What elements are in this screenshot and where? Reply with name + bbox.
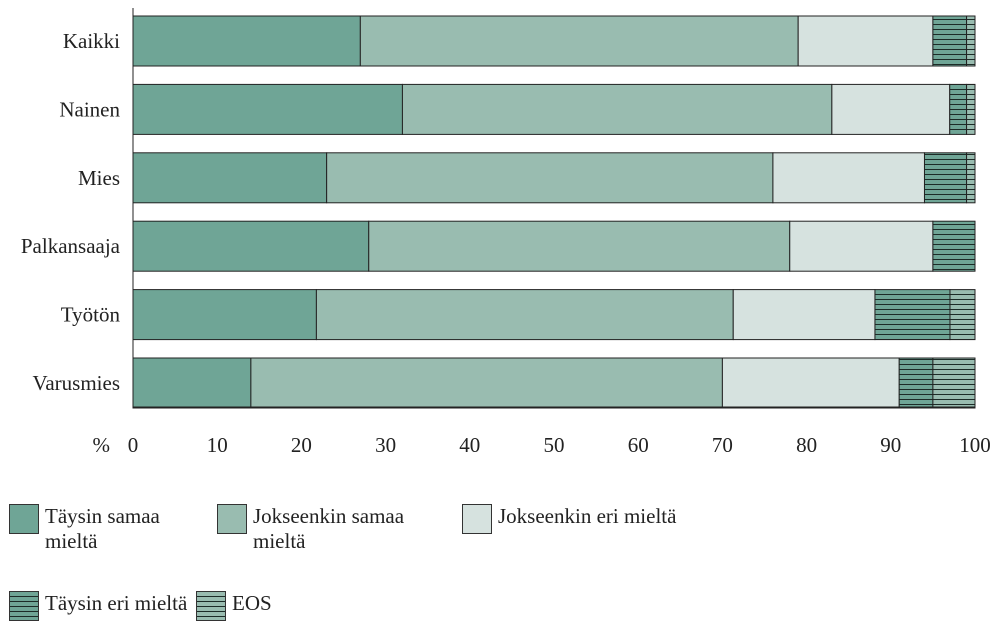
x-tick-label: 70 xyxy=(712,433,733,457)
legend-swatch xyxy=(462,504,492,534)
x-tick-label: 10 xyxy=(207,433,228,457)
legend-swatch xyxy=(196,591,226,621)
legend-item: Jokseenkin samaa mieltä xyxy=(217,504,417,554)
category-label: Palkansaaja xyxy=(21,234,121,258)
x-tick-label: 40 xyxy=(459,433,480,457)
legend-label: Jokseenkin eri mieltä xyxy=(498,504,677,528)
bar-segment-työtön-1 xyxy=(315,289,734,341)
bar-segment-kaikki-4 xyxy=(966,15,976,67)
bar-segment-nainen-3 xyxy=(949,83,968,135)
legend-item: Jokseenkin eri mieltä xyxy=(462,504,676,534)
legend-label: Täysin eri mieltä xyxy=(45,591,188,615)
x-tick-label: 100 xyxy=(959,433,991,457)
bar-segment-varusmies-2 xyxy=(721,357,900,409)
bar-segment-varusmies-4 xyxy=(932,357,976,409)
x-tick-label: 90 xyxy=(880,433,901,457)
legend-label: Täysin samaa mieltä xyxy=(45,504,160,553)
x-tick-label: 60 xyxy=(628,433,649,457)
x-tick-label: 0 xyxy=(128,433,139,457)
x-axis-unit-label: % xyxy=(93,433,111,457)
bar-segment-mies-4 xyxy=(966,152,976,204)
category-label: Mies xyxy=(78,166,120,190)
x-tick-label: 20 xyxy=(291,433,312,457)
bar-segment-nainen-4 xyxy=(966,83,976,135)
category-label: Työtön xyxy=(61,303,121,327)
bar-segment-mies-1 xyxy=(326,152,774,204)
bar-segment-työtön-3 xyxy=(874,289,951,341)
axes-group: Kaikki Nainen Mies Palkansaaja Työtön Varusmi… xyxy=(21,8,991,457)
bar-segment-nainen-2 xyxy=(831,83,951,135)
legend-swatch xyxy=(9,504,39,534)
x-tick-label: 30 xyxy=(375,433,396,457)
legend-swatch xyxy=(9,591,39,621)
legend-swatch xyxy=(217,504,247,534)
legend-label: Jokseenkin samaa mieltä xyxy=(253,504,405,553)
bar-segment-kaikki-1 xyxy=(359,15,799,67)
bar-segment-kaikki-2 xyxy=(797,15,934,67)
bar-segment-varusmies-3 xyxy=(898,357,934,409)
bar-segment-mies-0 xyxy=(132,152,328,204)
bar-segment-palkansaaja-0 xyxy=(132,220,370,272)
bar-segment-palkansaaja-2 xyxy=(789,220,934,272)
bar-segment-palkansaaja-3 xyxy=(932,220,976,272)
legend-item: Täysin eri mieltä xyxy=(9,591,187,621)
x-tick-label: 50 xyxy=(544,433,565,457)
legend-item: Täysin samaa mieltä xyxy=(9,504,179,554)
bar-segment-palkansaaja-1 xyxy=(368,220,791,272)
bar-segment-kaikki-0 xyxy=(132,15,361,67)
bar-segment-mies-3 xyxy=(923,152,968,204)
bar-segment-kaikki-3 xyxy=(932,15,968,67)
x-tick-label: 80 xyxy=(796,433,817,457)
legend-item: EOS xyxy=(196,591,272,621)
bar-segment-työtön-2 xyxy=(732,289,876,341)
bar-segment-varusmies-0 xyxy=(132,357,252,409)
category-label: Nainen xyxy=(59,97,120,121)
bars-group xyxy=(132,15,976,409)
legend-label: EOS xyxy=(232,591,272,615)
bar-segment-työtön-4 xyxy=(949,289,976,341)
bar-segment-nainen-0 xyxy=(132,83,403,135)
bar-segment-mies-2 xyxy=(772,152,925,204)
bar-segment-työtön-0 xyxy=(132,289,317,341)
bar-segment-nainen-1 xyxy=(401,83,833,135)
category-label: Kaikki xyxy=(63,29,120,53)
category-label: Varusmies xyxy=(33,371,121,395)
bar-segment-varusmies-1 xyxy=(250,357,723,409)
